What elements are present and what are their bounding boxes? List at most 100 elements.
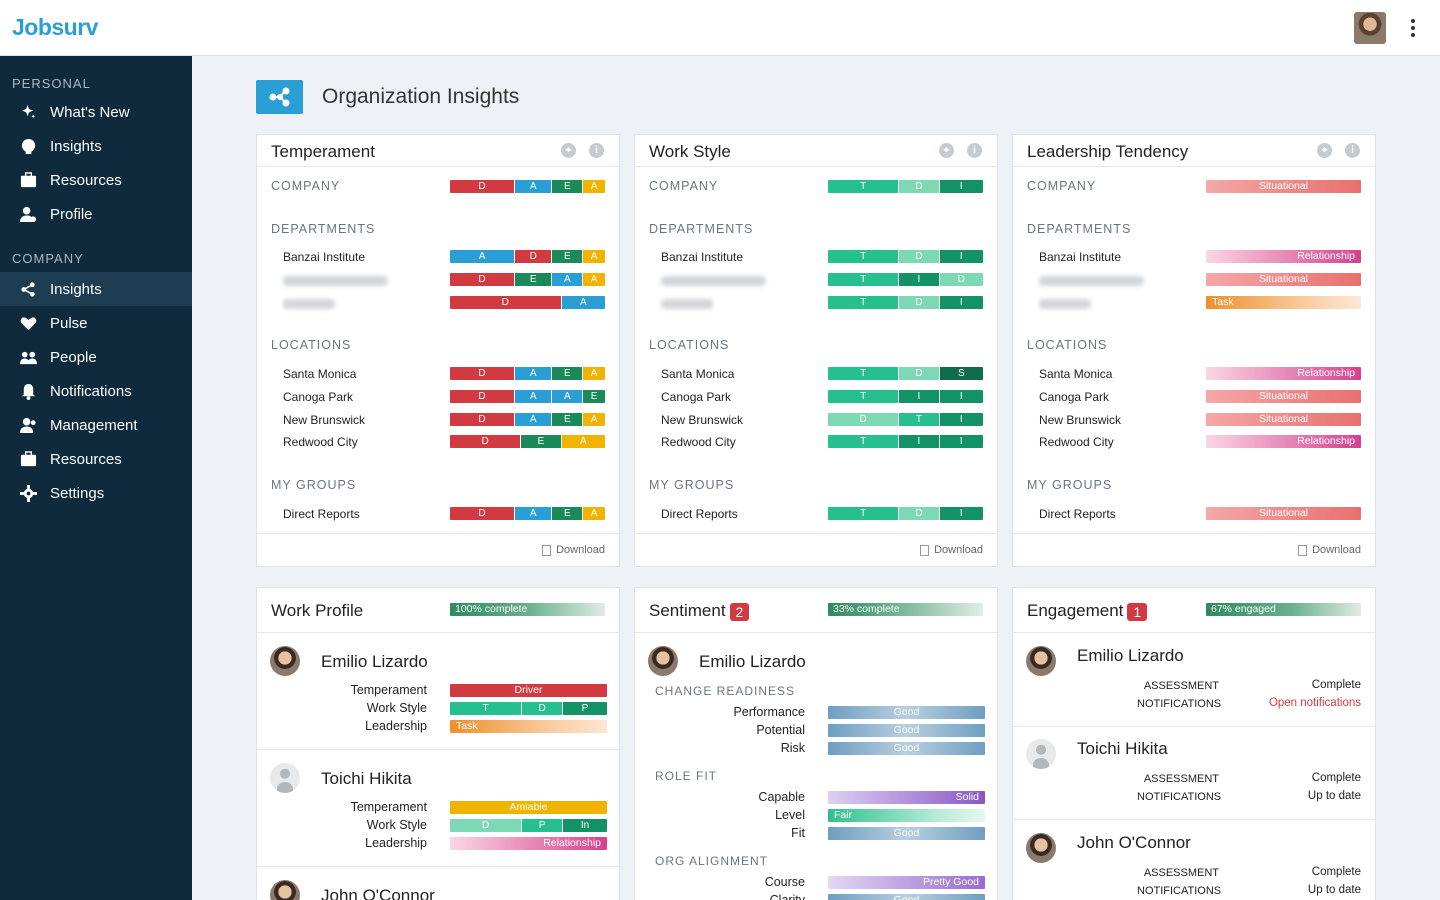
score-segment: In xyxy=(563,819,607,832)
person-avatar[interactable] xyxy=(1026,646,1056,676)
score-segment: D xyxy=(515,250,553,263)
score-segment: T xyxy=(828,180,900,193)
sidebar-item-company-settings[interactable]: Settings xyxy=(0,476,192,510)
leadership-bar: Situational xyxy=(1206,273,1361,286)
user-avatar[interactable] xyxy=(1354,12,1386,44)
person-avatar[interactable] xyxy=(270,646,300,676)
briefcase-icon xyxy=(19,450,37,468)
score-segment: D xyxy=(899,296,940,309)
sentiment-section-label: ROLE FIT xyxy=(655,769,718,783)
card-title: Engagement 1 xyxy=(1027,601,1148,621)
sentiment-bar: Solid xyxy=(828,791,985,804)
score-segment: T xyxy=(828,435,900,448)
person-avatar[interactable] xyxy=(1026,739,1056,769)
person-avatar[interactable] xyxy=(270,763,300,793)
person-avatar[interactable] xyxy=(1026,833,1056,863)
card-title: Leadership Tendency xyxy=(1027,142,1189,161)
sidebar-item-personal-insights[interactable]: Insights xyxy=(0,129,192,163)
redacted-department-name xyxy=(283,276,388,286)
notifications-label: NOTIFICATIONS xyxy=(1137,885,1222,897)
section-label: LOCATIONS xyxy=(649,338,730,352)
info-icon[interactable]: i xyxy=(1345,143,1360,158)
sidebar-item-company-insights[interactable]: Insights xyxy=(0,272,192,306)
progress-bar: 67% engaged xyxy=(1206,603,1361,616)
sidebar-item-company-notifications[interactable]: Notifications xyxy=(0,374,192,408)
assessment-label: ASSESSMENT xyxy=(1143,867,1219,879)
score-segment: A xyxy=(515,180,553,193)
score-segment: T xyxy=(828,507,900,520)
score-segment: T xyxy=(828,367,900,380)
section-label: MY GROUPS xyxy=(649,478,735,492)
person-name[interactable]: Toichi Hikita xyxy=(321,769,412,788)
sidebar-item-personal-resources[interactable]: Resources xyxy=(0,163,192,197)
info-icon[interactable]: i xyxy=(967,143,982,158)
person-avatar[interactable] xyxy=(270,880,300,900)
notifications-value: Up to date xyxy=(1307,884,1361,896)
person-name[interactable]: Toichi Hikita xyxy=(1077,739,1168,758)
divider xyxy=(257,749,619,750)
score-segment: D xyxy=(450,435,522,448)
leadership-bar: Situational xyxy=(1206,180,1361,193)
attribute-label: Leadership xyxy=(365,836,427,850)
department-name: Banzai Institute xyxy=(661,250,744,264)
download-link[interactable]: Download xyxy=(920,544,983,556)
card-header: Leadership Tendency ⌖ i xyxy=(1013,135,1375,167)
score-segment: I xyxy=(939,507,983,520)
section-label: MY GROUPS xyxy=(271,478,357,492)
sidebar-item-personal-profile[interactable]: Profile xyxy=(0,197,192,231)
department-name: Banzai Institute xyxy=(1039,250,1122,264)
card-footer: Download xyxy=(635,533,997,566)
brain-icon xyxy=(19,137,37,155)
sentiment-bar: Good xyxy=(828,706,985,719)
info-icon[interactable]: i xyxy=(589,143,604,158)
app-logo[interactable]: Jobsurv xyxy=(12,14,98,40)
pin-icon[interactable]: ⌖ xyxy=(1317,143,1332,158)
temperament-bar: Driver xyxy=(450,684,607,697)
person-name[interactable]: Emilio Lizardo xyxy=(321,652,428,671)
more-menu-icon[interactable] xyxy=(1404,16,1422,40)
sidebar-item-label: Resources xyxy=(50,171,122,189)
sidebar-item-company-resources[interactable]: Resources xyxy=(0,442,192,476)
sidebar-item-label: Insights xyxy=(50,137,102,155)
sidebar-item-company-people[interactable]: People xyxy=(0,340,192,374)
sidebar-item-company-management[interactable]: Management xyxy=(0,408,192,442)
pin-icon[interactable]: ⌖ xyxy=(939,143,954,158)
sidebar-section-personal: PERSONAL xyxy=(12,76,91,91)
pin-icon[interactable]: ⌖ xyxy=(561,143,576,158)
score-segment: E xyxy=(552,507,584,520)
download-link[interactable]: Download xyxy=(1298,544,1361,556)
sentiment-label: Course xyxy=(764,875,805,889)
sentiment-bar: Fair xyxy=(828,809,985,822)
score-segment: E xyxy=(552,250,584,263)
sentiment-bar: Good xyxy=(828,894,985,900)
person-name[interactable]: John O'Connor xyxy=(321,886,435,900)
section-label: COMPANY xyxy=(271,179,341,193)
score-segment: E xyxy=(552,413,584,426)
score-segment: A xyxy=(515,367,553,380)
person-avatar[interactable] xyxy=(648,646,678,676)
score-segment: A xyxy=(552,390,584,403)
card-footer: Download xyxy=(257,533,619,566)
sidebar-item-company-pulse[interactable]: Pulse xyxy=(0,306,192,340)
leadership-card: Leadership Tendency ⌖ i COMPANY DEPARTMENTS L… xyxy=(1012,134,1376,567)
download-link[interactable]: Download xyxy=(542,544,605,556)
section-label: DEPARTMENTS xyxy=(271,222,376,236)
assessment-label: ASSESSMENT xyxy=(1143,680,1219,692)
sentiment-label: Performance xyxy=(733,705,805,719)
person-name[interactable]: Emilio Lizardo xyxy=(699,652,806,671)
section-label: COMPANY xyxy=(649,179,719,193)
sidebar-item-personal-what-s-new[interactable]: What's New xyxy=(0,95,192,129)
sidebar-item-label: People xyxy=(50,348,97,366)
person-name[interactable]: John O'Connor xyxy=(1077,833,1191,852)
notifications-value[interactable]: Open notifications xyxy=(1268,697,1361,709)
person-name[interactable]: Emilio Lizardo xyxy=(1077,646,1184,665)
score-segment: D xyxy=(899,250,940,263)
score-segment: I xyxy=(939,296,983,309)
